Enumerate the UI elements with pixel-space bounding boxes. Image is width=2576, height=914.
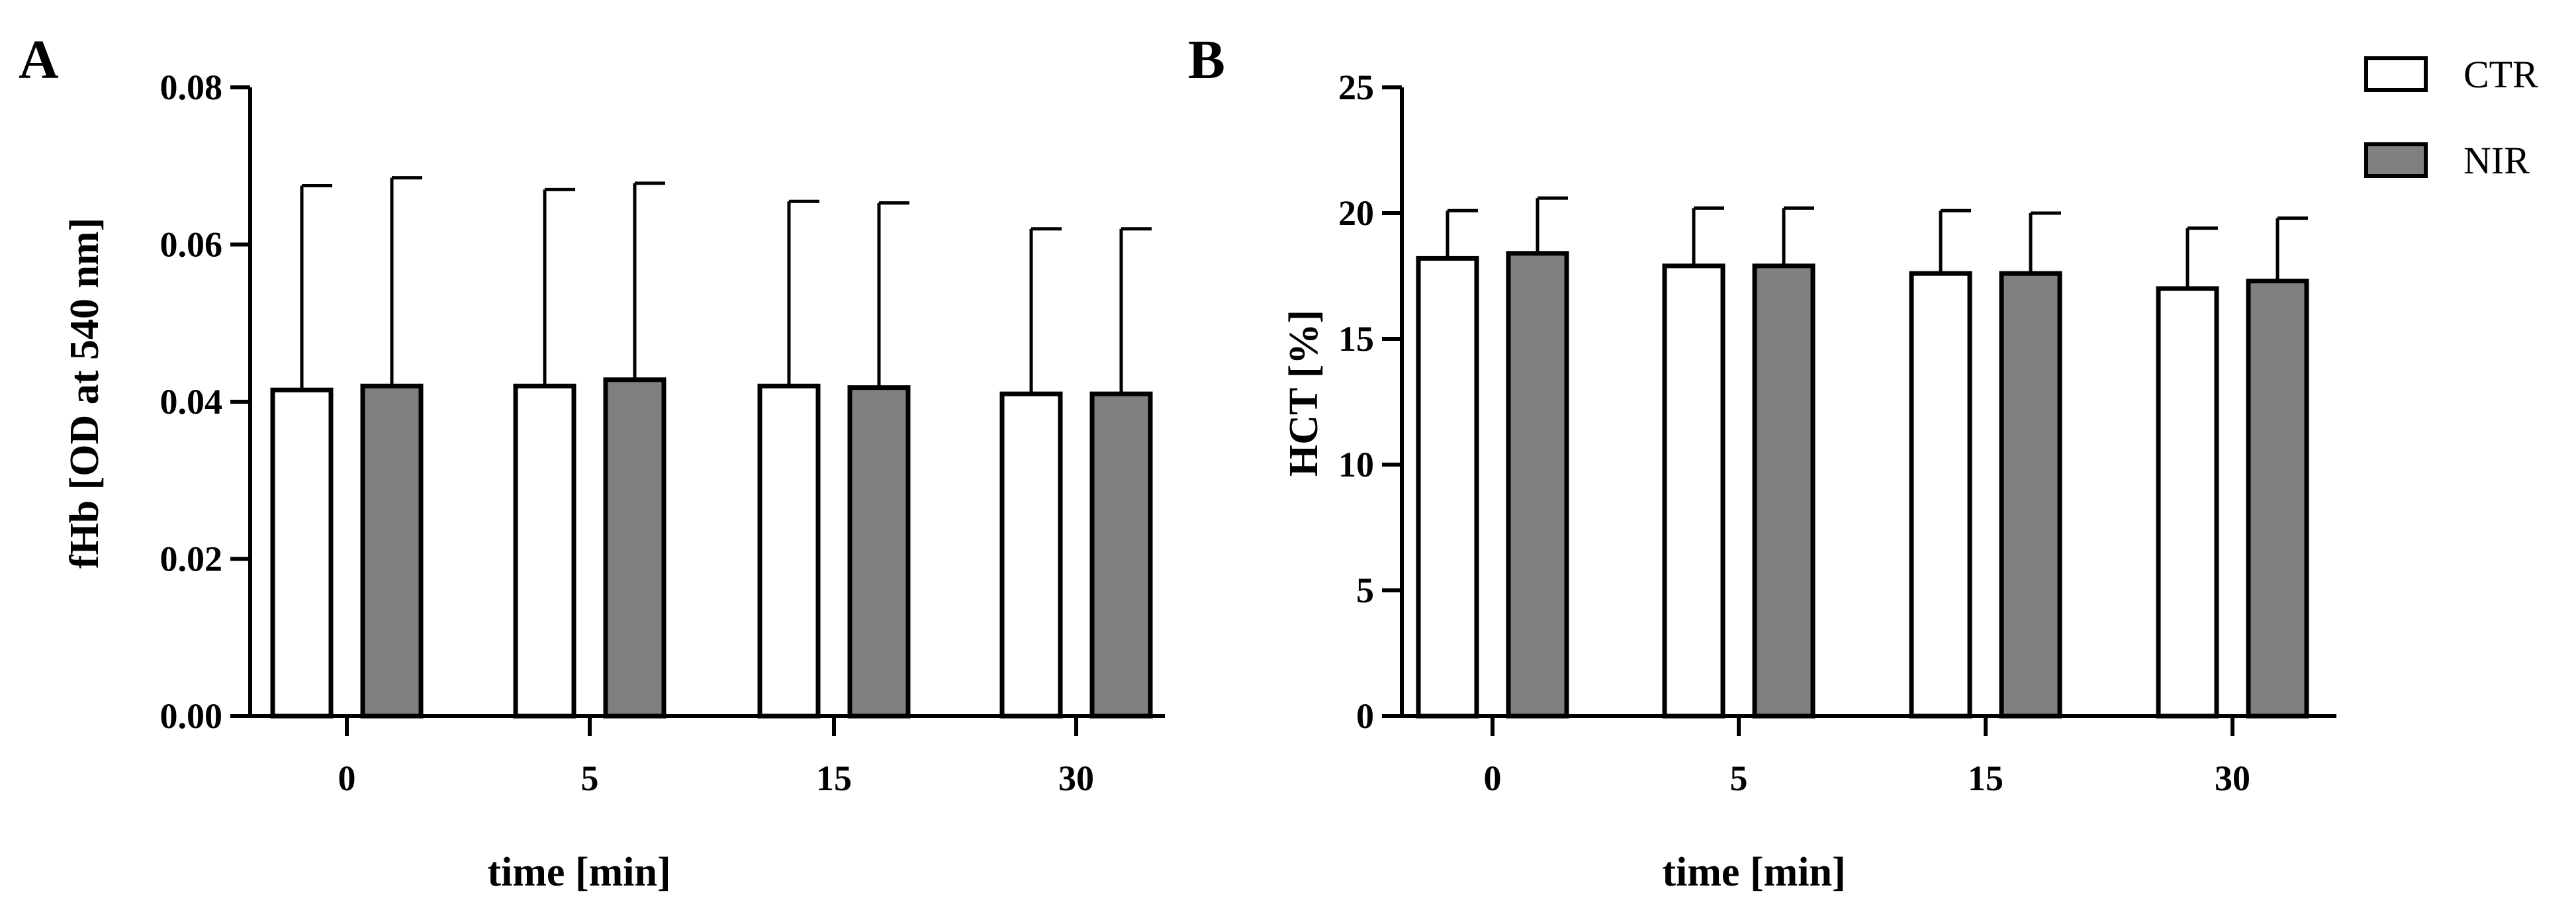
legend-swatch-nir [2364, 142, 2428, 178]
bar-ctr-b [1909, 271, 1972, 719]
legend-label-nir: NIR [2463, 139, 2530, 182]
legend-label-ctr: CTR [2463, 53, 2538, 96]
bar-nir-a [360, 383, 424, 719]
bar-nir-b [1506, 251, 1569, 719]
bar-ctr-a [999, 391, 1063, 719]
legend-swatch-ctr [2364, 56, 2428, 92]
x-axis-title-b: time [min] [1662, 850, 1845, 895]
bar-nir-a [1089, 391, 1153, 719]
bar-nir-b [1752, 263, 1816, 719]
plot-area-b: 0 5 10 15 20 25 0 5 15 30 [1338, 68, 2336, 798]
chart-panel-a: A 0.00 0.02 0.04 0.06 0.08 0 5 15 30 fHb [OD at … [19, 29, 1165, 895]
y-axis-title-b: HCT [%] [1281, 310, 1326, 477]
x-tick-label-b: 0 [1484, 758, 1502, 798]
y-tick-label-b: 15 [1338, 319, 1374, 359]
bar-ctr-a [270, 387, 334, 719]
bar-nir-a [847, 385, 911, 719]
x-tick-label-b: 15 [1968, 758, 2003, 798]
bar-ctr-b [2156, 286, 2219, 719]
y-tick-label-b: 25 [1338, 68, 1374, 107]
x-tick-label-b: 30 [2215, 758, 2250, 798]
x-tick-label-a: 30 [1058, 758, 1094, 798]
y-tick-label-a: 0.00 [160, 696, 223, 736]
bar-nir-b [2246, 279, 2309, 719]
y-tick-label-a: 0.04 [160, 382, 223, 422]
plot-area-a: 0.00 0.02 0.04 0.06 0.08 0 5 15 30 [160, 68, 1165, 798]
bar-ctr-b [1416, 255, 1479, 719]
y-tick-label-b: 0 [1356, 696, 1374, 736]
legend: CTR NIR [2364, 53, 2538, 182]
bar-ctr-a [513, 383, 576, 719]
bar-nir-a [603, 377, 667, 719]
bar-ctr-a [757, 383, 821, 719]
bar-ctr-b [1662, 263, 1725, 719]
y-tick-label-b: 5 [1356, 571, 1374, 610]
x-tick-label-a: 5 [581, 758, 599, 798]
panel-label-b: B [1188, 29, 1225, 91]
chart-panel-b: B 0 5 10 15 20 25 0 5 15 30 HCT [%] time [min] [1188, 29, 2336, 895]
y-tick-label-b: 10 [1338, 445, 1374, 484]
bar-nir-b [1999, 271, 2062, 719]
y-axis-title-a: fHb [OD at 540 nm] [62, 218, 107, 569]
x-tick-label-a: 15 [816, 758, 852, 798]
x-tick-label-b: 5 [1730, 758, 1748, 798]
y-tick-label-a: 0.08 [160, 68, 223, 107]
x-axis-title-a: time [min] [487, 850, 670, 895]
y-tick-label-b: 20 [1338, 193, 1374, 233]
y-tick-label-a: 0.02 [160, 539, 223, 579]
panel-label-a: A [19, 29, 59, 91]
x-tick-label-a: 0 [338, 758, 356, 798]
y-tick-label-a: 0.06 [160, 225, 223, 265]
